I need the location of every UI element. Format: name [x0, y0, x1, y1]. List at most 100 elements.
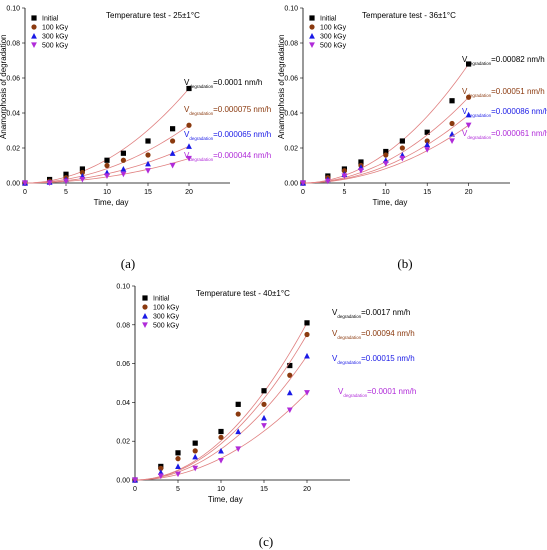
y-tick-label: 0.06 — [116, 361, 130, 368]
legend-marker — [142, 322, 148, 328]
legend-marker — [309, 24, 315, 30]
legend-label: 100 kGy — [42, 25, 69, 32]
y-axis-label: Anamorphosis of degradation — [277, 34, 286, 139]
y-axis-label: Anamorphosis of degradation — [0, 34, 8, 139]
y-tick-label: 0.10 — [116, 284, 130, 291]
y-tick-label: 0.04 — [6, 111, 20, 118]
data-point — [341, 173, 348, 179]
data-point — [383, 152, 389, 158]
data-point — [358, 168, 364, 174]
data-point — [466, 94, 472, 100]
velocity-annotation: Vdegradation=0.0001 nm/h — [184, 78, 262, 89]
panel-label: (a) — [121, 256, 135, 271]
legend-label: 300 kGy — [153, 314, 180, 321]
legend-marker — [31, 24, 37, 30]
data-point — [175, 456, 181, 462]
fit-curve — [134, 334, 308, 481]
data-point — [304, 320, 310, 326]
legend-label: Initial — [153, 296, 170, 303]
legend-marker — [309, 33, 315, 39]
chart-title: Temperature test - 25±1°C — [106, 11, 200, 20]
data-point — [145, 152, 151, 158]
data-point — [383, 148, 389, 155]
data-point — [399, 138, 405, 144]
data-point — [186, 155, 192, 162]
velocity-annotation: Vdegradation=0.000086 nm/h — [462, 107, 547, 118]
y-tick-label: 0.06 — [284, 76, 298, 83]
x-axis-label: Time, day — [208, 495, 243, 504]
data-point — [79, 166, 85, 172]
legend-label: 500 kGy — [42, 43, 69, 50]
data-point — [261, 414, 267, 421]
data-point — [192, 465, 199, 472]
data-point — [175, 471, 181, 478]
legend-marker — [31, 33, 37, 39]
legend-marker — [142, 295, 148, 301]
x-tick-label: 20 — [303, 486, 311, 493]
legend-marker — [142, 304, 148, 310]
data-point — [63, 178, 69, 185]
data-point — [145, 138, 151, 144]
legend-label: Initial — [42, 16, 59, 23]
x-tick-label: 0 — [133, 486, 137, 493]
data-point — [466, 61, 472, 67]
y-tick-label: 0.02 — [116, 439, 130, 446]
data-point — [424, 141, 431, 148]
fit-curve — [302, 114, 469, 184]
data-point — [261, 388, 267, 394]
x-tick-label: 10 — [103, 189, 111, 196]
legend-label: 300 kGy — [320, 34, 347, 41]
data-point — [465, 122, 472, 129]
data-point — [63, 171, 69, 177]
data-point — [170, 126, 176, 132]
data-point — [186, 85, 192, 92]
x-tick-label: 15 — [144, 189, 152, 196]
data-point — [157, 469, 164, 475]
fit-curve — [302, 96, 469, 184]
data-point — [218, 434, 224, 440]
legend-marker — [31, 42, 37, 48]
data-point — [218, 458, 224, 464]
data-point — [399, 155, 406, 162]
data-point — [287, 372, 293, 378]
x-tick-label: 10 — [382, 189, 390, 196]
x-tick-label: 20 — [465, 189, 473, 196]
legend-label: 300 kGy — [42, 34, 69, 41]
fit-curve — [24, 124, 190, 184]
data-point — [192, 448, 198, 454]
data-point — [192, 453, 199, 460]
panel-label: (b) — [397, 256, 412, 271]
data-point — [449, 131, 455, 137]
data-point — [175, 450, 181, 456]
data-point — [186, 143, 192, 149]
y-tick-label: 0.08 — [116, 322, 130, 329]
chart-title: Temperature test - 36±1°C — [362, 11, 456, 20]
velocity-annotation: Vdegradation=0.00082 nm/h — [462, 55, 545, 66]
y-tick-label: 0.00 — [6, 181, 20, 188]
data-point — [424, 129, 430, 135]
y-tick-label: 0.10 — [6, 6, 20, 13]
data-point — [300, 180, 306, 186]
data-point — [465, 111, 472, 118]
data-point — [170, 138, 176, 144]
data-point — [235, 401, 241, 407]
y-tick-label: 0.04 — [116, 400, 130, 407]
velocity-annotation: Vdegradation=0.000061 nm/h — [462, 129, 547, 140]
velocity-annotation: Vdegradation=0.00094 nm/h — [332, 329, 415, 340]
data-point — [382, 161, 389, 167]
x-tick-label: 15 — [260, 486, 268, 493]
y-tick-label: 0.08 — [6, 41, 20, 48]
data-point — [399, 145, 405, 151]
data-point — [286, 389, 293, 396]
velocity-annotation: Vdegradation=0.000044 nm/h — [184, 151, 271, 162]
data-point — [449, 98, 455, 104]
data-point — [261, 423, 267, 429]
data-point — [341, 168, 347, 174]
legend-label: 100 kGy — [320, 25, 347, 32]
velocity-annotation: Vdegradation=0.000075 nm/h — [184, 105, 271, 116]
data-point — [235, 428, 242, 435]
data-point — [235, 446, 242, 452]
data-point — [175, 463, 181, 470]
data-point — [218, 447, 224, 454]
